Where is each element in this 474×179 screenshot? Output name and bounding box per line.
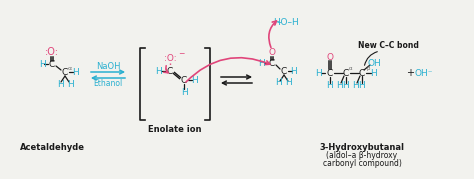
Text: C: C	[49, 59, 55, 69]
Text: carbonyl compound): carbonyl compound)	[323, 158, 401, 168]
Text: H: H	[359, 81, 365, 90]
Text: H: H	[181, 88, 187, 96]
Text: Acetaldehyde: Acetaldehyde	[19, 144, 84, 153]
Text: H: H	[316, 69, 322, 78]
Text: C: C	[327, 69, 333, 78]
Text: 3-Hydroxybutanal: 3-Hydroxybutanal	[319, 144, 404, 153]
Text: H: H	[72, 67, 78, 76]
Text: H: H	[38, 59, 46, 69]
Text: H: H	[191, 76, 197, 84]
Text: H: H	[327, 81, 333, 90]
Text: β: β	[366, 66, 370, 71]
Text: H: H	[275, 78, 283, 86]
Text: H: H	[273, 18, 281, 26]
Text: C: C	[62, 67, 68, 76]
Text: H: H	[343, 81, 349, 90]
Text: O: O	[327, 52, 334, 62]
Text: H: H	[291, 67, 297, 76]
FancyArrowPatch shape	[186, 58, 270, 82]
Text: α: α	[68, 66, 72, 71]
Text: C: C	[281, 67, 287, 76]
Text: C: C	[359, 69, 365, 78]
Text: NaOH: NaOH	[96, 62, 120, 71]
Text: H: H	[259, 59, 265, 67]
FancyArrowPatch shape	[164, 66, 168, 73]
Text: –O–: –O–	[277, 18, 293, 26]
FancyArrowPatch shape	[269, 21, 276, 47]
Text: O: O	[268, 47, 275, 57]
Text: Enolate ion: Enolate ion	[148, 125, 202, 134]
Text: H: H	[337, 81, 343, 90]
Text: C: C	[269, 59, 275, 67]
Text: α: α	[349, 66, 353, 71]
Text: C: C	[167, 67, 173, 76]
Text: H: H	[353, 81, 359, 90]
Text: :O:: :O:	[45, 47, 59, 57]
Text: H: H	[56, 79, 64, 88]
Text: Ethanol: Ethanol	[93, 79, 123, 88]
Text: H: H	[286, 78, 292, 86]
Text: C: C	[343, 69, 349, 78]
Text: H: H	[67, 79, 73, 88]
FancyArrowPatch shape	[365, 52, 377, 65]
Text: H: H	[155, 67, 163, 76]
Text: New C–C bond: New C–C bond	[357, 40, 419, 50]
Text: (aldol–a β-hydroxy: (aldol–a β-hydroxy	[327, 151, 398, 161]
Text: :O:: :O:	[164, 54, 176, 62]
Text: H: H	[371, 69, 377, 78]
Text: C: C	[181, 76, 187, 84]
Text: −: −	[178, 50, 184, 59]
Text: OH⁻: OH⁻	[415, 69, 433, 78]
Text: H: H	[292, 18, 298, 26]
Text: OH: OH	[367, 59, 381, 67]
Text: +: +	[406, 68, 414, 78]
